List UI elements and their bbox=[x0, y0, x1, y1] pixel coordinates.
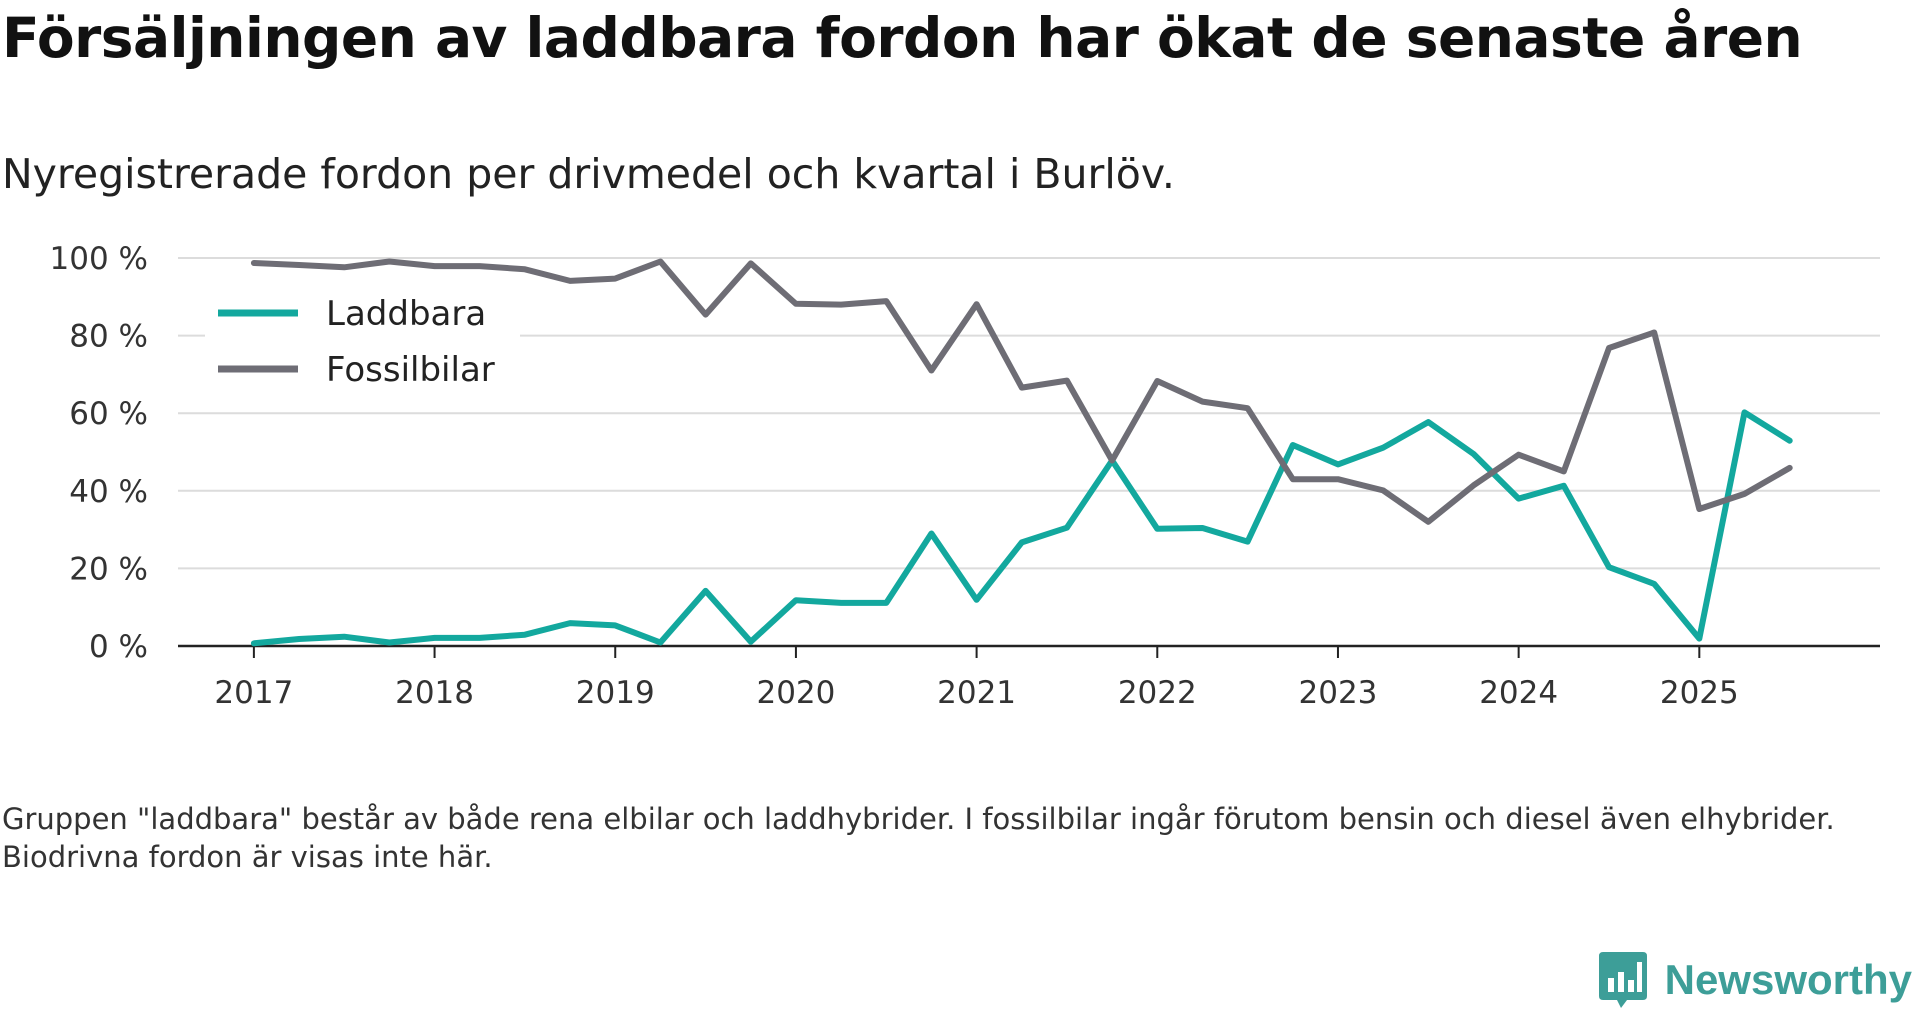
x-tick-label: 2018 bbox=[395, 675, 474, 711]
x-tick-label: 2025 bbox=[1660, 675, 1739, 711]
brand: Newsworthy bbox=[1597, 950, 1912, 1010]
line-chart: 0 % 20 % 40 % 60 % 80 % 100 % 2017 2018 2019 2020… bbox=[50, 241, 1880, 711]
newsworthy-logo-icon bbox=[1598, 952, 1647, 1008]
series-line-fossilbilar bbox=[250, 258, 1793, 525]
y-tick-label: 100 % bbox=[50, 241, 148, 277]
x-tick-label: 2019 bbox=[576, 675, 655, 711]
x-tick-label: 2024 bbox=[1479, 675, 1558, 711]
x-tick-label: 2022 bbox=[1118, 675, 1197, 711]
legend-background bbox=[205, 288, 520, 400]
chart-footnote: Gruppen "laddbara" består av både rena e… bbox=[2, 802, 1835, 874]
x-tick-label: 2017 bbox=[214, 675, 293, 711]
chart-subtitle: Nyregistrerade fordon per drivmedel och … bbox=[2, 150, 1175, 198]
y-tick-label: 80 % bbox=[69, 319, 148, 355]
x-tick-label: 2023 bbox=[1299, 675, 1378, 711]
y-tick-label: 60 % bbox=[69, 396, 148, 432]
y-tick-label: 40 % bbox=[69, 474, 148, 510]
y-tick-label: 0 % bbox=[89, 629, 148, 665]
legend-label: Fossilbilar bbox=[326, 350, 495, 390]
brand-name: Newsworthy bbox=[1664, 956, 1912, 1003]
x-tick-label: 2021 bbox=[937, 675, 1016, 711]
chart-title: Försäljningen av laddbara fordon har öka… bbox=[2, 6, 1803, 70]
series-line-laddbara bbox=[250, 409, 1793, 647]
x-tick-label: 2020 bbox=[756, 675, 835, 711]
legend-label: Laddbara bbox=[326, 294, 486, 334]
y-tick-label: 20 % bbox=[69, 551, 148, 587]
